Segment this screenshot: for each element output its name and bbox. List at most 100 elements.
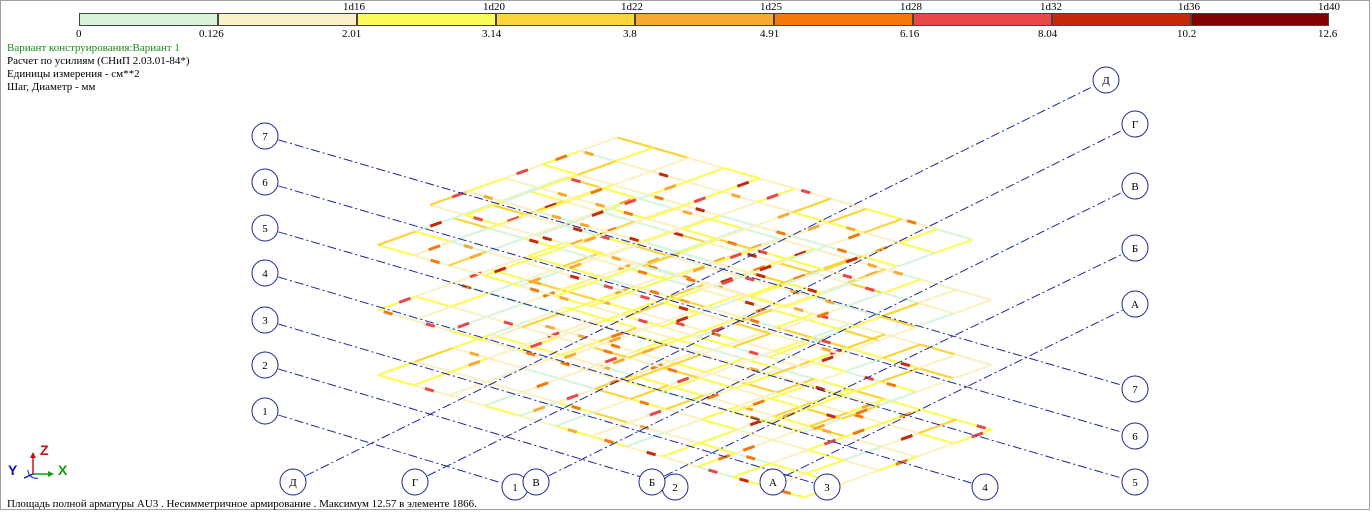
axis-marker-4[interactable]: 4: [251, 259, 279, 287]
mesh-element-highlight: [611, 331, 624, 339]
axis-marker-Г-end[interactable]: Г: [1121, 110, 1149, 138]
axis-marker-3-end[interactable]: 3: [813, 473, 841, 501]
mesh-element: [759, 177, 796, 190]
axis-marker-7[interactable]: 7: [251, 122, 279, 150]
mesh-element: [732, 332, 771, 349]
axis-marker-Д[interactable]: Д: [279, 468, 307, 496]
mesh-element: [590, 291, 629, 308]
mesh-element-highlight: [612, 357, 625, 365]
mesh-element: [847, 333, 886, 349]
mesh-element: [736, 350, 775, 366]
axis-marker-1[interactable]: 1: [251, 397, 279, 425]
mesh-element-highlight: [468, 359, 481, 367]
mesh-element-highlight: [815, 385, 826, 392]
mesh-element: [594, 322, 631, 336]
mesh-element: [813, 247, 850, 261]
mesh-element-highlight: [640, 294, 650, 301]
axis-marker-В-label: В: [532, 477, 539, 489]
axis-marker-5-end[interactable]: 5: [1121, 468, 1149, 496]
axis-marker-7-end[interactable]: 7: [1121, 375, 1149, 403]
mesh-element: [646, 204, 685, 220]
mesh-element-highlight: [469, 351, 480, 357]
mesh-element: [770, 397, 807, 410]
mesh-element-highlight: [794, 250, 807, 258]
mesh-element: [521, 312, 560, 329]
mesh-element: [661, 455, 698, 468]
mesh-element: [841, 469, 880, 485]
mesh-element-highlight: [429, 220, 443, 228]
mesh-element: [707, 217, 744, 230]
mesh-element-highlight: [529, 287, 540, 293]
mesh-element: [705, 240, 742, 254]
mesh-element-highlight: [428, 244, 441, 252]
legend-swatch: [218, 13, 357, 26]
mesh-element: [579, 136, 618, 153]
mesh-element: [772, 425, 811, 441]
axis-marker-6-end[interactable]: 6: [1121, 422, 1149, 450]
axis-marker-Г-label: Г: [412, 477, 418, 489]
axis-markers: 1 1 2 2 3 3 4 4 5 5 6 6 7 7 А А Б Б В В Г Г Д Д: [251, 66, 1149, 501]
axis-marker-2-label: 2: [262, 360, 268, 372]
mesh-element: [822, 278, 861, 295]
mesh-element: [772, 360, 811, 376]
axis-marker-Б[interactable]: Б: [638, 468, 666, 496]
mesh-element-highlight: [749, 419, 762, 427]
mesh-element: [646, 217, 683, 231]
mesh-element-highlight: [766, 193, 779, 201]
mesh-element: [736, 428, 773, 441]
mesh-element: [918, 302, 955, 315]
mesh-element: [899, 228, 938, 244]
mesh-element: [845, 435, 882, 448]
triad-x-label: X: [58, 462, 68, 478]
mesh-element: [667, 254, 704, 267]
mesh-element-highlight: [731, 193, 741, 199]
axis-marker-2-end[interactable]: 2: [661, 473, 689, 501]
axis-marker-В[interactable]: В: [522, 468, 550, 496]
mesh-element: [571, 244, 608, 258]
mesh-element-highlight: [676, 315, 689, 323]
axis-marker-А-end[interactable]: А: [1121, 290, 1149, 318]
axis-marker-5[interactable]: 5: [251, 214, 279, 242]
units-label: Единицы измерения - см**2: [7, 68, 140, 80]
mesh-element-highlight: [530, 341, 543, 349]
mesh-element: [630, 319, 669, 336]
axis-marker-6[interactable]: 6: [251, 168, 279, 196]
mesh-element: [661, 325, 698, 338]
axis-marker-2[interactable]: 2: [251, 351, 279, 379]
axis-marker-Б-end[interactable]: Б: [1121, 234, 1149, 262]
legend-top-label: 1d36: [1178, 1, 1200, 13]
axis-line: [278, 368, 662, 484]
mesh-element: [807, 383, 844, 397]
mesh-element: [527, 176, 566, 193]
axis-marker-А[interactable]: А: [759, 468, 787, 496]
mesh-element: [429, 203, 466, 217]
mesh-element: [665, 408, 702, 421]
mesh-element: [807, 370, 846, 387]
mesh-element-highlight: [667, 367, 678, 374]
axis-marker-В-end[interactable]: В: [1121, 172, 1149, 200]
mesh-element: [626, 380, 663, 393]
mesh-element-highlight: [555, 154, 568, 162]
mesh-element: [717, 224, 756, 241]
mesh-element-highlight: [569, 262, 582, 270]
status-footer: Площадь полной арматуры AU3 . Несимметри…: [7, 498, 477, 510]
mesh-element: [594, 257, 631, 271]
mesh-element: [592, 397, 631, 414]
mesh-element: [377, 230, 416, 247]
mesh-element: [680, 251, 717, 264]
mesh-element-highlight: [571, 177, 581, 184]
mesh-element: [484, 274, 521, 287]
mesh-element-highlight: [619, 198, 632, 206]
mesh-element: [736, 285, 775, 301]
axis-marker-3[interactable]: 3: [251, 306, 279, 334]
axis-marker-4-end[interactable]: 4: [971, 473, 999, 501]
mesh-element-highlight: [749, 366, 760, 373]
axis-marker-Д-end[interactable]: Д: [1092, 66, 1120, 94]
mesh-element: [880, 432, 919, 448]
mesh-element: [634, 207, 673, 223]
mesh-element: [705, 227, 744, 244]
mesh-element-highlight: [713, 256, 726, 264]
axis-marker-7-end-label: 7: [1132, 384, 1138, 396]
axis-marker-Г[interactable]: Г: [401, 468, 429, 496]
